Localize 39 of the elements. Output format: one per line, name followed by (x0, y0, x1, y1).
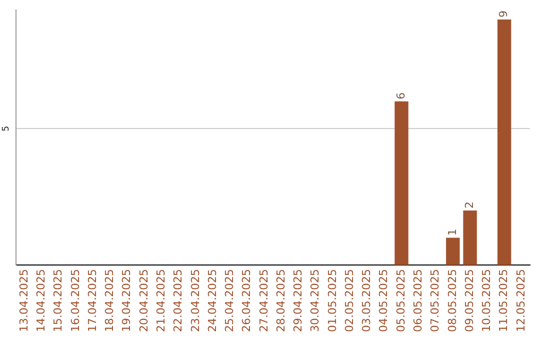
x-tick-label: 23.04.2025 (188, 269, 202, 332)
x-tick-label: 30.04.2025 (308, 269, 322, 332)
x-tick-label: 02.05.2025 (342, 269, 356, 332)
data-label: 6 (394, 92, 408, 100)
x-tick-label: 29.04.2025 (292, 269, 305, 332)
y-tick-label: 5 (1, 126, 12, 132)
x-tick-label: 15.04.2025 (52, 269, 65, 332)
bar (394, 101, 408, 266)
x-tick-label: 21.04.2025 (154, 269, 168, 332)
x-tick-label: 25.04.2025 (223, 269, 236, 332)
x-tick-label: 08.05.2025 (446, 269, 459, 332)
x-tick-label: 22.04.2025 (172, 269, 185, 332)
x-tick-label: 06.05.2025 (411, 269, 424, 332)
bar (463, 210, 477, 266)
x-tick-label: 11.05.2025 (497, 269, 510, 332)
data-label: 9 (497, 10, 510, 18)
x-tick-label: 14.04.2025 (34, 269, 48, 332)
x-tick-label: 20.04.2025 (137, 269, 150, 332)
x-tick-label: 18.04.2025 (103, 269, 116, 332)
x-tick-label: 07.05.2025 (428, 269, 442, 332)
x-tick-label: 01.05.2025 (326, 269, 339, 332)
x-tick-label: 13.04.2025 (17, 269, 30, 332)
x-tick-label: 12.05.2025 (514, 269, 528, 332)
x-tick-label: 19.04.2025 (120, 269, 134, 332)
x-tick-label: 09.05.2025 (462, 269, 476, 332)
x-tick-label: 04.05.2025 (377, 269, 390, 332)
x-tick-label: 26.04.2025 (240, 269, 254, 332)
data-label: 2 (462, 201, 476, 208)
x-tick-label: 17.04.2025 (86, 269, 99, 332)
x-tick-label: 03.05.2025 (360, 269, 374, 332)
bar (497, 20, 512, 266)
x-tick-label: 05.05.2025 (394, 269, 408, 332)
x-tick-label: 24.04.2025 (206, 269, 219, 332)
x-tick-label: 27.04.2025 (257, 269, 270, 332)
x-tick-label: 16.04.2025 (68, 269, 82, 332)
x-tick-label: 28.04.2025 (274, 269, 288, 332)
bar (446, 238, 460, 266)
x-tick-label: 10.05.2025 (480, 269, 494, 332)
data-label: 1 (446, 228, 459, 236)
